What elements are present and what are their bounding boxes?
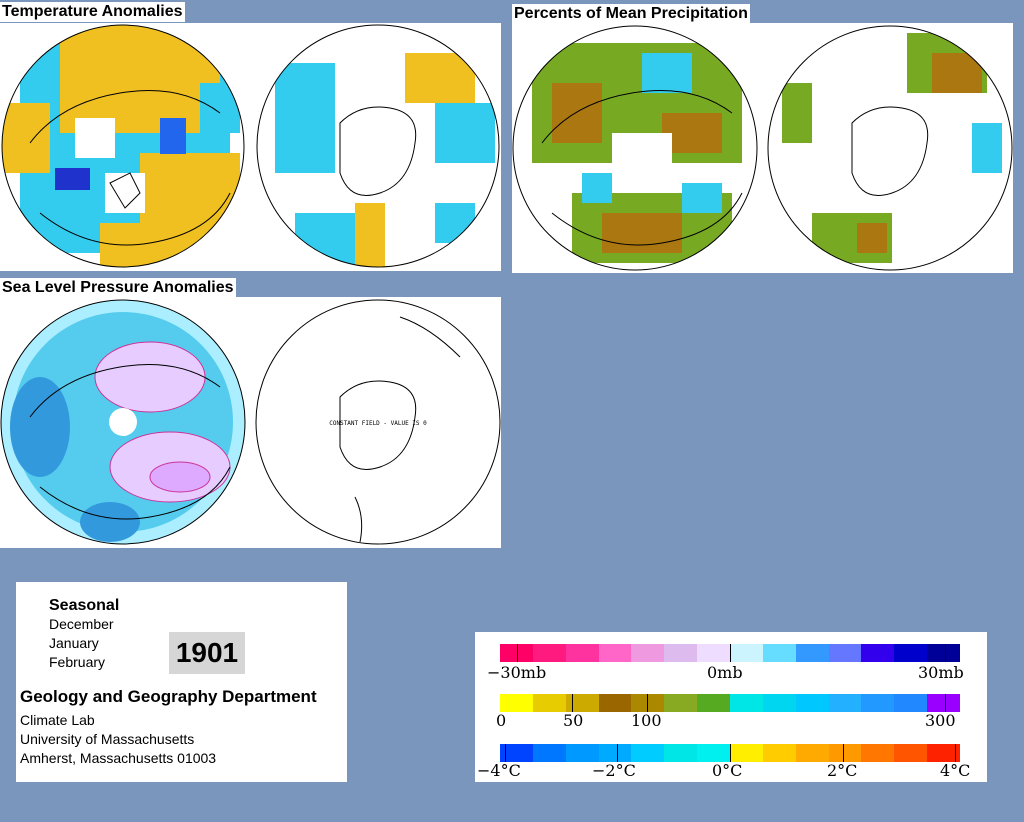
pressure-label-max: 30mb <box>918 663 964 682</box>
pressure-color-swatch-2 <box>565 644 599 662</box>
precipitation-panel <box>512 23 1013 273</box>
precipitation-color-swatch-2 <box>565 694 599 712</box>
year-display: 1901 <box>169 632 245 674</box>
pressure-color-swatch-4 <box>631 644 665 662</box>
precipitation-color-swatch-7 <box>730 694 763 712</box>
season-label: Seasonal <box>49 597 120 614</box>
temperature-title: Temperature Anomalies <box>0 2 185 22</box>
pressure-maps: CONSTANT FIELD - VALUE IS 0 <box>0 299 501 545</box>
pressure-south-hemisphere: CONSTANT FIELD - VALUE IS 0 <box>255 299 501 545</box>
pressure-color-swatch-3 <box>598 644 632 662</box>
pressure-color-swatch-10 <box>828 644 862 662</box>
temperature-panel <box>0 23 501 271</box>
pressure-color-swatch-5 <box>664 644 698 662</box>
temperature-color-swatch-6 <box>697 744 731 762</box>
pressure-color-swatch-0 <box>500 644 533 662</box>
precipitation-color-bar <box>500 694 961 712</box>
temp-label-2: 2°C <box>827 761 858 780</box>
pressure-south-note: CONSTANT FIELD - VALUE IS 0 <box>329 420 427 427</box>
precipitation-color-swatch-0 <box>500 694 533 712</box>
pressure-color-bar <box>500 644 961 662</box>
university-name: University of Massachusetts <box>20 731 195 747</box>
pressure-color-swatch-8 <box>762 644 796 662</box>
pressure-color-swatch-11 <box>861 644 895 662</box>
pressure-color-swatch-6 <box>697 644 731 662</box>
precipitation-color-swatch-6 <box>697 694 731 712</box>
pressure-label-min: −30mb <box>487 663 547 682</box>
precip-label-50: 50 <box>563 711 584 730</box>
temperature-color-swatch-1 <box>532 744 566 762</box>
temperature-north-hemisphere <box>2 25 244 267</box>
precipitation-color-swatch-12 <box>894 694 928 712</box>
temp-label-4: 4°C <box>940 761 971 780</box>
pressure-title: Sea Level Pressure Anomalies <box>0 278 236 298</box>
precipitation-color-swatch-13 <box>927 694 961 712</box>
precipitation-north-hemisphere <box>513 26 757 270</box>
precipitation-color-swatch-5 <box>664 694 698 712</box>
pressure-color-swatch-13 <box>927 644 961 662</box>
pressure-color-swatch-7 <box>730 644 763 662</box>
pressure-color-swatch-12 <box>894 644 928 662</box>
temperature-color-swatch-12 <box>894 744 928 762</box>
temperature-color-swatch-5 <box>664 744 698 762</box>
pressure-color-swatch-1 <box>532 644 566 662</box>
pressure-label-zero: 0mb <box>707 663 743 682</box>
temperature-color-swatch-9 <box>795 744 829 762</box>
department-name: Geology and Geography Department <box>20 687 317 706</box>
precipitation-title: Percents of Mean Precipitation <box>512 4 750 24</box>
precipitation-color-swatch-10 <box>828 694 862 712</box>
month-january: January <box>49 635 99 651</box>
temperature-color-swatch-2 <box>565 744 599 762</box>
temperature-south-hemisphere <box>257 25 499 267</box>
precip-label-0: 0 <box>496 711 507 730</box>
info-box: Seasonal December January February 1901 … <box>16 582 347 782</box>
precip-label-300: 300 <box>925 711 956 730</box>
temperature-maps <box>1 24 500 268</box>
temperature-color-swatch-13 <box>927 744 961 762</box>
temp-label-0: 0°C <box>712 761 743 780</box>
precipitation-maps <box>512 25 1013 271</box>
temperature-color-swatch-3 <box>598 744 632 762</box>
month-december: December <box>49 616 114 632</box>
pressure-color-swatch-9 <box>795 644 829 662</box>
precip-label-100: 100 <box>631 711 662 730</box>
temperature-color-swatch-4 <box>631 744 665 762</box>
pressure-panel: CONSTANT FIELD - VALUE IS 0 <box>0 297 501 548</box>
temperature-color-bar <box>500 744 961 762</box>
month-february: February <box>49 654 106 670</box>
temperature-color-swatch-0 <box>500 744 533 762</box>
address: Amherst, Massachusetts 01003 <box>20 750 217 766</box>
temperature-color-swatch-11 <box>861 744 895 762</box>
precipitation-color-swatch-1 <box>532 694 566 712</box>
color-legend: −30mb 0mb 30mb 0 50 100 300 −4°C −2°C 0°… <box>475 632 987 782</box>
precipitation-color-swatch-11 <box>861 694 895 712</box>
temp-label-minus2: −2°C <box>592 761 636 780</box>
precipitation-south-hemisphere <box>768 26 1012 270</box>
lab-name: Climate Lab <box>20 712 95 728</box>
temp-label-minus4: −4°C <box>477 761 521 780</box>
temperature-color-swatch-10 <box>828 744 862 762</box>
temperature-color-swatch-8 <box>762 744 796 762</box>
temperature-color-swatch-7 <box>730 744 763 762</box>
precipitation-color-swatch-8 <box>762 694 796 712</box>
precipitation-color-swatch-9 <box>795 694 829 712</box>
precipitation-color-swatch-3 <box>598 694 632 712</box>
pressure-north-hemisphere <box>1 300 245 544</box>
